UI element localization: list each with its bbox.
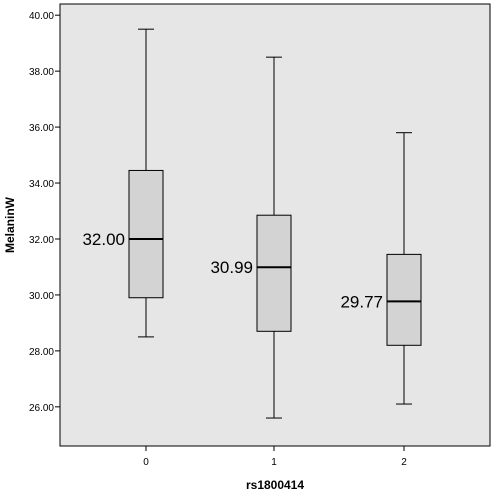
box-group-0: 32.00 <box>82 28 164 338</box>
x-axis-label: rs1800414 <box>246 478 304 492</box>
x-tick-label: 0 <box>143 457 149 468</box>
box-iqr <box>386 253 422 346</box>
x-axis: 0 1 2 <box>143 446 407 468</box>
x-tick-label: 1 <box>271 457 277 468</box>
box-iqr <box>128 169 164 299</box>
box-series: 32.00 30.99 29.77 <box>82 28 422 419</box>
y-axis-label: MelaninW <box>3 196 17 253</box>
y-tick-label: 34.00 <box>29 179 54 190</box>
median-label: 30.99 <box>210 258 253 277</box>
y-axis: 26.00 28.00 30.00 32.00 34.00 36.00 38.00 40.00 <box>29 11 60 414</box>
y-tick-label: 30.00 <box>29 291 54 302</box>
x-tick-label: 2 <box>401 457 407 468</box>
y-tick-label: 32.00 <box>29 235 54 246</box>
median-label: 29.77 <box>340 292 383 311</box>
median-label: 32.00 <box>82 230 125 249</box>
y-tick-label: 26.00 <box>29 403 54 414</box>
y-tick-label: 36.00 <box>29 123 54 134</box>
y-tick-label: 40.00 <box>29 11 54 22</box>
y-tick-label: 38.00 <box>29 67 54 78</box>
box-group-2: 29.77 <box>340 132 422 405</box>
box-iqr <box>256 214 292 332</box>
box-group-1: 30.99 <box>210 56 292 419</box>
y-tick-label: 28.00 <box>29 347 54 358</box>
